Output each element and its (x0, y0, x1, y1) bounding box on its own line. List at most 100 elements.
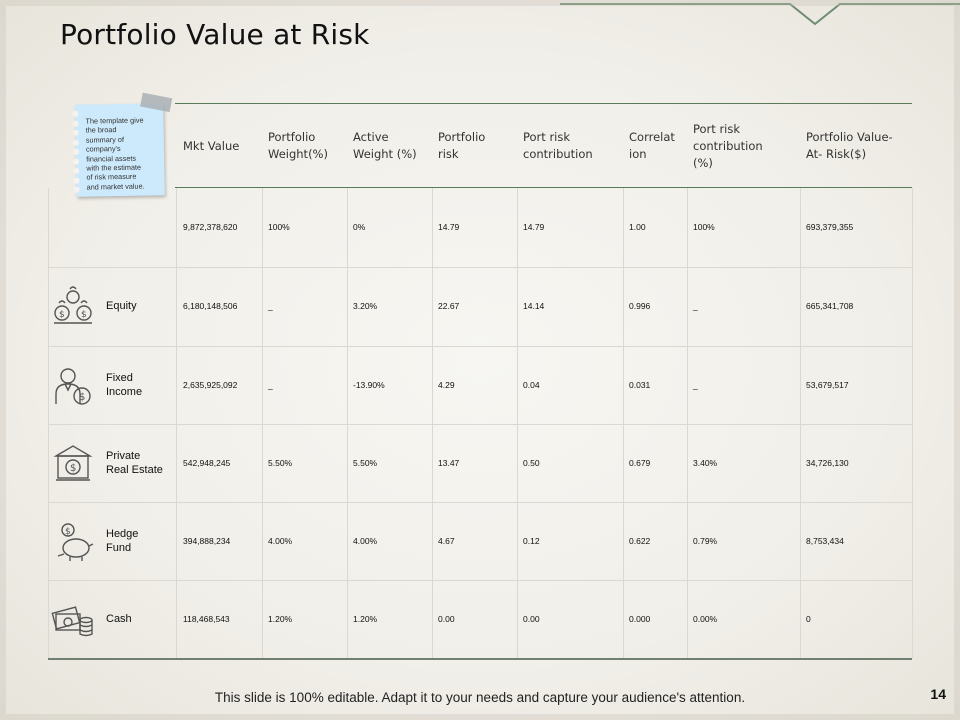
column-divider (262, 188, 263, 658)
table-cell: 0 (806, 614, 811, 624)
table-cell: 4.29 (438, 380, 455, 390)
row-label-text: Equity (106, 299, 137, 313)
column-header: Correlat ion (629, 104, 693, 188)
svg-text:$: $ (81, 310, 87, 320)
column-divider (517, 188, 518, 658)
column-header-line: contribution (693, 138, 763, 153)
column-divider (623, 188, 624, 658)
column-header-line: Mkt Value (183, 138, 240, 153)
column-header-line: contribution (523, 147, 593, 161)
svg-text:$: $ (65, 527, 71, 537)
column-header-line: risk (438, 147, 459, 161)
top-decoration (560, 3, 960, 26)
column-header-line: Portfolio (438, 130, 486, 144)
column-header-line: Portfolio Value- (806, 130, 893, 144)
note-binding-holes (72, 110, 80, 193)
row-label: Cash (106, 580, 178, 658)
column-header-line: (%) (693, 155, 713, 170)
businessman-dollar-icon: $ (50, 362, 96, 408)
svg-text:$: $ (59, 310, 65, 320)
table-cell: 8,753,434 (806, 536, 844, 546)
table-cell: _ (268, 380, 273, 390)
column-header-text: Active Weight (%) (353, 129, 417, 163)
row-label-line: Cash (106, 613, 132, 625)
column-header: Portfolio risk (438, 104, 523, 188)
row-label: Private Real Estate (106, 424, 178, 502)
row-divider (48, 267, 912, 268)
row-divider (48, 502, 912, 503)
column-divider (347, 188, 348, 658)
column-divider (687, 188, 688, 658)
table-cell: 693,379,355 (806, 222, 854, 232)
piggy-bank-icon: $ (50, 518, 96, 564)
row-label-text: Fixed Income (106, 371, 142, 399)
table-cell: 100% (268, 222, 290, 232)
table-cell: 542,948,245 (183, 458, 231, 468)
note-text: The template give the broad summary of comp… (85, 115, 160, 192)
column-header-line: Active (353, 130, 389, 144)
row-label-line: Real Estate (106, 464, 163, 476)
column-divider (912, 188, 913, 658)
table-cell: 9,872,378,620 (183, 222, 238, 232)
column-header-text: Port risk contribution (%) (693, 121, 763, 172)
column-header-text: Portfolio risk (438, 129, 485, 163)
row-label: Fixed Income (106, 346, 178, 424)
table-cell: 1.20% (353, 614, 378, 624)
column-header-line: ion (629, 147, 647, 161)
column-header-text: Correlat ion (629, 129, 675, 163)
column-header-line: Weight (%) (353, 147, 417, 161)
row-label: Hedge Fund (106, 502, 178, 580)
table-cell: 14.14 (523, 301, 545, 311)
table-cell: 22.67 (438, 301, 460, 311)
column-header-text: Mkt Value (183, 138, 239, 155)
table-cell: 13.47 (438, 458, 460, 468)
column-header-text: Portfolio Value- At- Risk($) (806, 129, 893, 163)
table-cell: 1.20% (268, 614, 293, 624)
row-divider (48, 346, 912, 347)
table-cell: 0.00% (693, 614, 718, 624)
sticky-note: The template give the broad summary of comp… (72, 92, 173, 197)
table-cell: 0.50 (523, 458, 540, 468)
page-title: Portfolio Value at Risk (60, 18, 370, 51)
column-header: Port risk contribution (%) (693, 104, 806, 188)
row-label-text: Private Real Estate (106, 449, 163, 477)
row-label-line: Hedge (106, 528, 139, 540)
table-cell: 1.00 (629, 222, 646, 232)
table-cell: 5.50% (353, 458, 378, 468)
column-header-line: Port risk (693, 121, 741, 136)
row-label-line: Fixed (106, 372, 133, 384)
column-divider (176, 188, 177, 658)
table-cell: 53,679,517 (806, 380, 849, 390)
table-cell: 3.20% (353, 301, 378, 311)
column-header-text: Portfolio Weight(%) (268, 129, 328, 163)
column-header-line: At- Risk($) (806, 147, 867, 161)
table-cell: 5.50% (268, 458, 293, 468)
table-cell: 34,726,130 (806, 458, 849, 468)
table-cell: 0.04 (523, 380, 540, 390)
tape-decoration (140, 92, 173, 113)
table-cell: 0.622 (629, 536, 651, 546)
table-cell: 6,180,148,506 (183, 301, 238, 311)
table-cell: _ (693, 380, 698, 390)
column-header: Mkt Value (183, 104, 268, 188)
header-bottom-rule (175, 187, 912, 188)
table-cell: 2,635,925,092 (183, 380, 238, 390)
column-divider (432, 188, 433, 658)
column-divider (800, 188, 801, 658)
row-label-text: Cash (106, 612, 132, 626)
row-label-text: Hedge Fund (106, 527, 138, 555)
table-cell: -13.90% (353, 380, 385, 390)
money-bags-icon: $ $ (50, 283, 96, 329)
table-cell: 4.67 (438, 536, 455, 546)
table-cell: 100% (693, 222, 715, 232)
table-bottom-rule (48, 658, 912, 660)
table-cell: 394,888,234 (183, 536, 231, 546)
table-cell: 0% (353, 222, 366, 232)
table-cell: 665,341,708 (806, 301, 854, 311)
cash-coins-icon (50, 596, 96, 642)
table-cell: _ (693, 301, 698, 311)
row-label-line: Fund (106, 542, 132, 554)
column-header: Portfolio Weight(%) (268, 104, 353, 188)
column-header-text: Port risk contribution (523, 129, 593, 163)
